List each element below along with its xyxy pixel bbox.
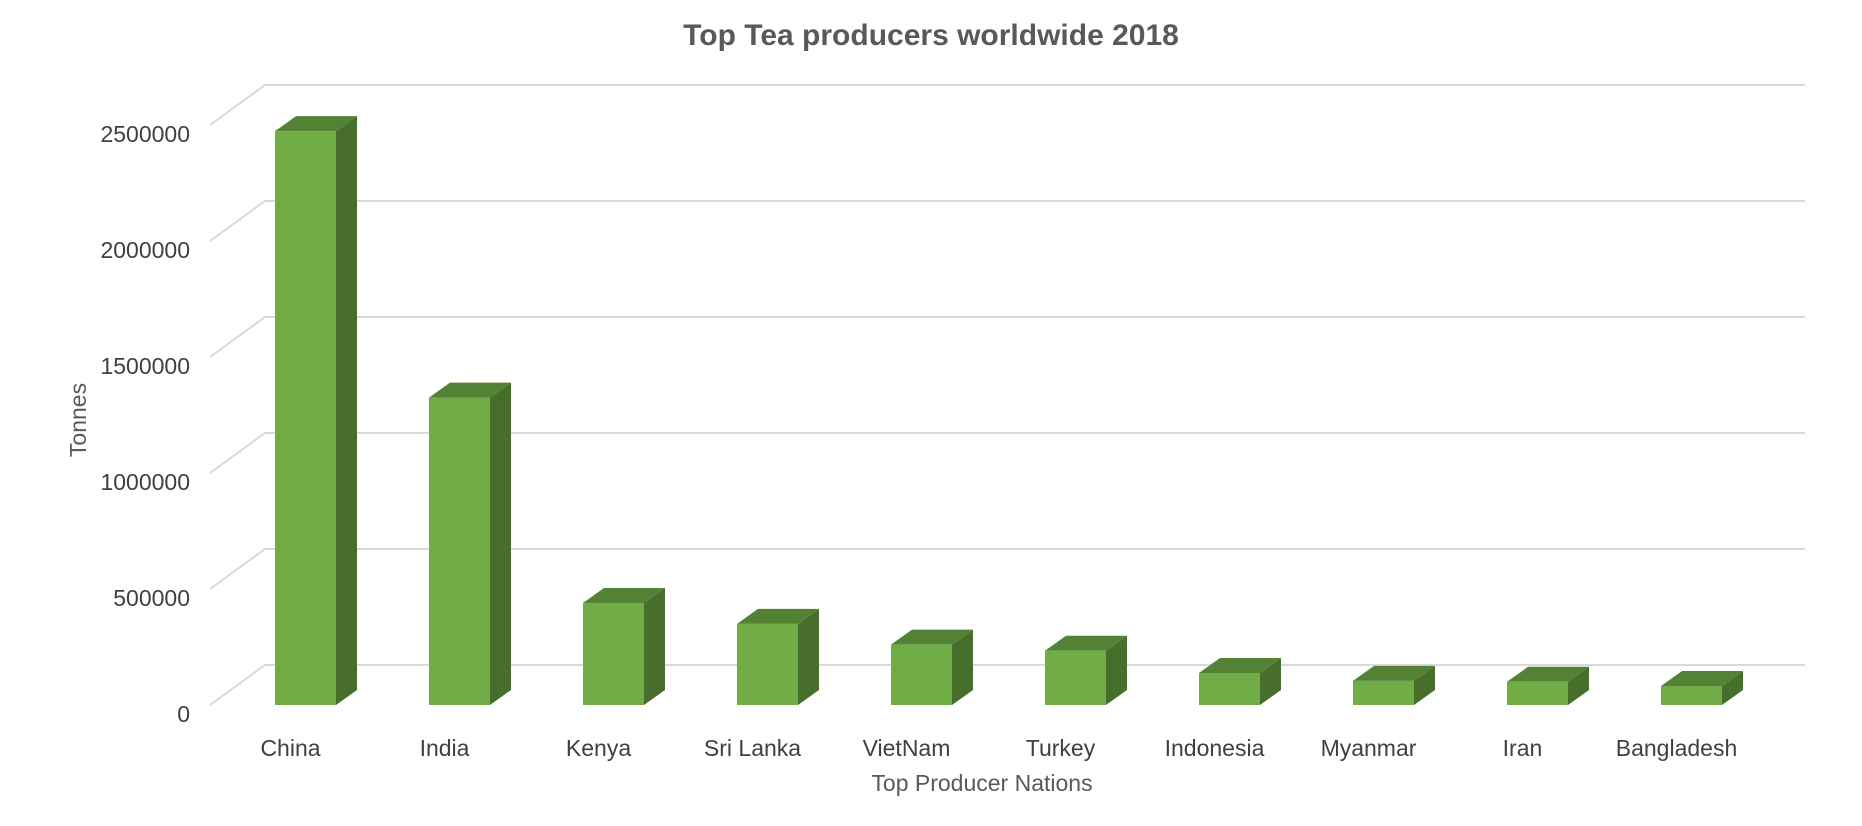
- bar-front: [429, 397, 490, 705]
- y-tick-label: 500000: [113, 585, 190, 611]
- x-axis-ticks: China India Kenya Sri Lanka VietNam Turkey Ind…: [260, 735, 1737, 761]
- x-tick-label: India: [420, 735, 470, 761]
- bar-top: [891, 629, 973, 645]
- bar-front: [1661, 685, 1722, 705]
- bar: [1045, 635, 1127, 705]
- bar-side: [1568, 666, 1589, 705]
- bar-front: [1045, 650, 1106, 705]
- bar: [1661, 670, 1743, 705]
- y-axis-ticks: 0 500000 1000000 1500000 2000000 2500000: [100, 121, 190, 727]
- y-tick-label: 1500000: [100, 353, 190, 379]
- bar: [891, 629, 973, 705]
- bar-side: [952, 629, 973, 705]
- bar-side: [1106, 635, 1127, 705]
- bar-top: [737, 608, 819, 624]
- bar: [583, 587, 665, 705]
- bar-top: [1199, 657, 1281, 673]
- bar-top: [1661, 670, 1743, 686]
- bar: [737, 608, 819, 705]
- chart-title: Top Tea producers worldwide 2018: [683, 19, 1179, 52]
- x-axis-title: Top Producer Nations: [871, 770, 1092, 796]
- bar-side: [1722, 670, 1743, 705]
- bar-side: [1414, 665, 1435, 705]
- x-tick-label: Indonesia: [1165, 735, 1265, 761]
- y-tick-label: 2500000: [100, 121, 190, 147]
- gridline: [209, 200, 1805, 242]
- bar: [1199, 657, 1281, 705]
- bar-front: [275, 131, 336, 705]
- bar-side: [644, 587, 665, 705]
- bar-front: [1199, 672, 1260, 705]
- x-tick-label: China: [260, 735, 320, 761]
- bar: [429, 382, 511, 705]
- bar-side: [1260, 657, 1281, 705]
- y-tick-label: 0: [177, 701, 190, 727]
- y-axis-title: Tonnes: [65, 383, 91, 457]
- bar-side: [490, 382, 511, 705]
- bar-top: [1507, 666, 1589, 682]
- x-tick-label: Bangladesh: [1616, 735, 1738, 761]
- bar: [275, 116, 357, 705]
- x-tick-label: Turkey: [1026, 735, 1096, 761]
- bar-top: [429, 382, 511, 398]
- x-tick-label: VietNam: [863, 735, 951, 761]
- bar: [1353, 665, 1435, 705]
- bar-top: [1045, 635, 1127, 651]
- gridline: [209, 548, 1805, 590]
- bar-front: [1353, 680, 1414, 705]
- bar: [1507, 666, 1589, 705]
- x-tick-label: Iran: [1503, 735, 1543, 761]
- y-tick-label: 2000000: [100, 237, 190, 263]
- x-tick-label: Myanmar: [1321, 735, 1417, 761]
- gridline: [209, 316, 1805, 358]
- gridline: [209, 664, 1805, 706]
- x-tick-label: Kenya: [566, 735, 631, 761]
- bar-top: [583, 587, 665, 603]
- x-tick-label: Sri Lanka: [704, 735, 801, 761]
- gridline: [209, 432, 1805, 474]
- bar-top: [1353, 665, 1435, 681]
- bar-top: [275, 116, 357, 132]
- bar-side: [798, 608, 819, 705]
- bar-side: [336, 116, 357, 705]
- y-tick-label: 1000000: [100, 469, 190, 495]
- gridline: [209, 84, 1805, 126]
- bar-front: [891, 644, 952, 705]
- bar-front: [1507, 681, 1568, 705]
- gridlines: [209, 84, 1805, 706]
- bars: [275, 116, 1743, 705]
- bar-front: [737, 623, 798, 705]
- bar-front: [583, 602, 644, 705]
